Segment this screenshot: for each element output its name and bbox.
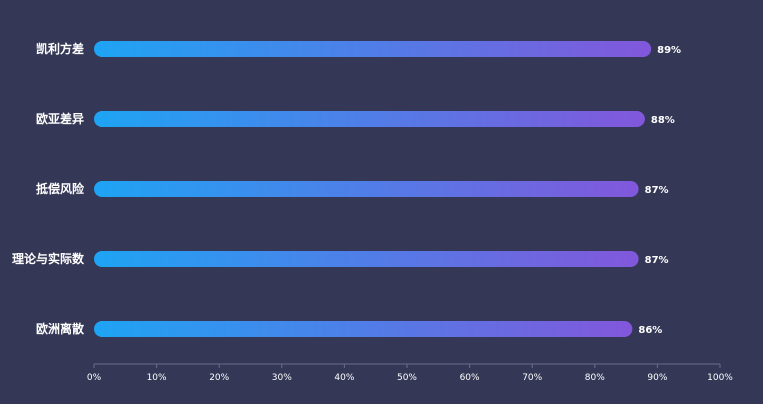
bars-layer: 凯利方差 89% 欧亚差异 88% 抵偿风险 87% 理论与实际数 87% 欧洲离散 86% bbox=[12, 41, 681, 337]
x-tick-label: 60% bbox=[460, 373, 480, 383]
x-tick-label: 50% bbox=[397, 373, 417, 383]
x-tick-label: 90% bbox=[647, 373, 667, 383]
value-label: 88% bbox=[651, 115, 675, 126]
x-tick-label: 10% bbox=[147, 373, 167, 383]
value-label: 86% bbox=[638, 325, 662, 336]
category-label: 欧亚差异 bbox=[36, 111, 84, 126]
x-tick-label: 30% bbox=[272, 373, 292, 383]
category-label: 凯利方差 bbox=[36, 41, 84, 56]
category-label: 抵偿风险 bbox=[36, 181, 85, 196]
category-label: 理论与实际数 bbox=[12, 251, 85, 266]
bar bbox=[94, 181, 639, 197]
x-tick-label: 0% bbox=[87, 373, 102, 383]
category-label: 欧洲离散 bbox=[36, 321, 85, 336]
bar bbox=[94, 111, 645, 127]
x-axis: 0% 10% 20% 30% 40% 50% 60% 70% 80% 90% 100% bbox=[87, 363, 733, 383]
value-label: 89% bbox=[657, 45, 681, 56]
x-tick-label: 100% bbox=[707, 373, 733, 383]
x-tick-label: 70% bbox=[522, 373, 542, 383]
x-tick-label: 80% bbox=[585, 373, 605, 383]
value-label: 87% bbox=[645, 255, 669, 266]
bar bbox=[94, 251, 639, 267]
x-tick-label: 40% bbox=[334, 373, 354, 383]
bar bbox=[94, 321, 633, 337]
value-label: 87% bbox=[645, 185, 669, 196]
x-tick-label: 20% bbox=[209, 373, 229, 383]
bar bbox=[94, 41, 652, 57]
